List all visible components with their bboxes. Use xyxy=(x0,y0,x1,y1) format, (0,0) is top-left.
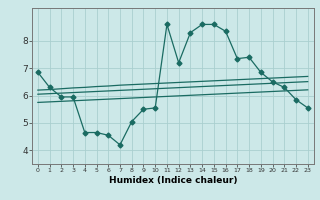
X-axis label: Humidex (Indice chaleur): Humidex (Indice chaleur) xyxy=(108,176,237,185)
